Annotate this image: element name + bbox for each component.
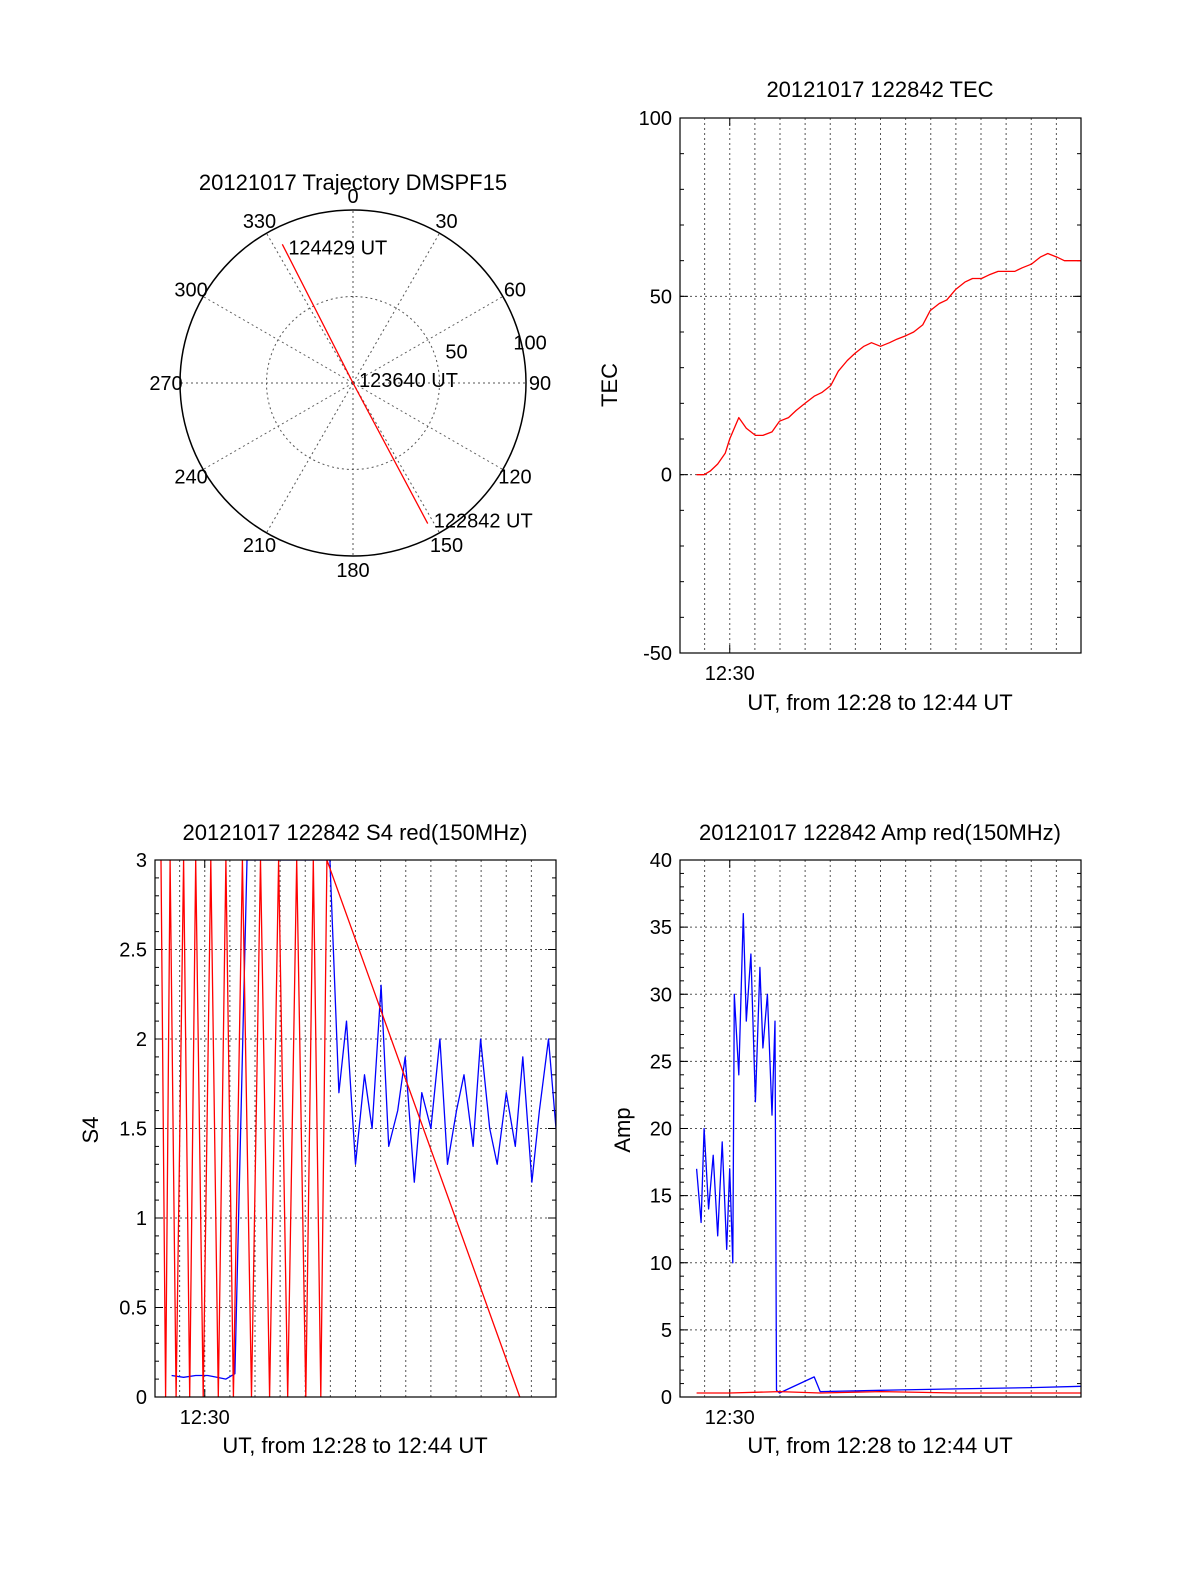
x-tick-label: 12:30: [180, 1407, 230, 1429]
polar-series: 124429 UT 123640 UT 122842 UT: [281, 237, 533, 533]
y-tick-label: 25: [650, 1051, 672, 1073]
series-line-1: [696, 1390, 1081, 1394]
polar-angle-tick-label: 120: [498, 467, 531, 489]
series-line-1: [160, 860, 521, 1397]
amp-plot-area: 0 5 10 15 20 25 30 35 40 12:30: [650, 850, 1082, 1429]
x-axis-label: UT, from 12:28 to 12:44 UT: [747, 690, 1012, 715]
plot-frame: [679, 117, 1082, 654]
chart-title: 20121017 Trajectory DMSPF15: [199, 170, 507, 195]
s4-plot-area: 0 0.5 1 1.5 2 2.5 3 12:30: [119, 850, 557, 1429]
y-tick-label: 3: [136, 850, 147, 872]
trajectory-line: [281, 243, 429, 524]
amp-chart: 20121017 122842 Amp red(150MHz) 0 5 10 15 20…: [610, 820, 1082, 1458]
tec-chart: 20121017 122842 TEC -50 0 50 100 12:30 UT, f…: [597, 77, 1082, 715]
polar-outer-circle: [179, 209, 527, 557]
y-tick-label: 30: [650, 984, 672, 1006]
y-tick-label: 2.5: [119, 940, 147, 962]
polar-angle-tick-label: 330: [243, 211, 276, 233]
y-tick-label: 1.5: [119, 1119, 147, 1141]
polar-angle-tick-label: 150: [430, 535, 463, 557]
y-tick-label: 35: [650, 917, 672, 939]
chart-title: 20121017 122842 S4 red(150MHz): [183, 820, 528, 845]
series-group: [695, 913, 1081, 1394]
series-line-0: [696, 252, 1081, 476]
y-axis-label: S4: [78, 1117, 103, 1144]
tec-plot-area: -50 0 50 100 12:30: [639, 108, 1082, 685]
y-tick-label: 0: [136, 1387, 147, 1409]
y-tick-label: -50: [643, 643, 672, 665]
y-tick-label: 40: [650, 850, 672, 872]
x-axis-label: UT, from 12:28 to 12:44 UT: [747, 1433, 1012, 1458]
y-tick-label: 0: [661, 465, 672, 487]
plot-frame: [154, 859, 557, 1398]
trajectory-point-label: 124429 UT: [288, 237, 387, 259]
polar-angle-tick-label: 30: [435, 211, 457, 233]
series-group: [696, 252, 1081, 476]
polar-spoke: [352, 382, 440, 534]
polar-spoke: [352, 232, 440, 384]
y-tick-label: 10: [650, 1253, 672, 1275]
y-axis-label: Amp: [610, 1107, 635, 1152]
y-tick-label: 50: [650, 286, 672, 308]
polar-angle-tick-label: 0: [347, 186, 358, 208]
polar-spoke: [266, 232, 354, 384]
series-group: [160, 860, 556, 1397]
plot-frame: [679, 859, 1082, 1398]
polar-radius-tick-label: 100: [513, 333, 546, 355]
polar-angle-tick-label: 60: [504, 280, 526, 302]
polar-trajectory-chart: 20121017 Trajectory DMSPF15 50 100 0 30 60 90…: [149, 170, 551, 582]
chart-title: 20121017 122842 Amp red(150MHz): [699, 820, 1061, 845]
x-tick-label: 12:30: [705, 663, 755, 685]
trajectory-point-label: 123640 UT: [359, 370, 458, 392]
y-tick-label: 0.5: [119, 1298, 147, 1320]
polar-radius-tick-label: 50: [445, 341, 467, 363]
polar-grid: [179, 209, 527, 557]
x-tick-label: 12:30: [705, 1407, 755, 1429]
polar-spoke: [352, 382, 504, 470]
polar-angle-tick-label: 90: [529, 373, 551, 395]
polar-spoke: [202, 296, 354, 384]
trajectory-point-label: 122842 UT: [434, 511, 533, 533]
y-tick-label: 15: [650, 1186, 672, 1208]
polar-angle-tick-label: 240: [174, 467, 207, 489]
y-axis-label: TEC: [597, 363, 622, 407]
y-tick-label: 0: [661, 1387, 672, 1409]
polar-angle-tick-label: 270: [149, 373, 182, 395]
y-tick-label: 100: [639, 108, 672, 130]
x-axis-label: UT, from 12:28 to 12:44 UT: [222, 1433, 487, 1458]
polar-tick-labels: 50 100 0 30 60 90 120 150 180 210 240 270 300 330: [149, 186, 551, 582]
polar-spoke: [352, 296, 504, 384]
s4-chart: 20121017 122842 S4 red(150MHz) 0 0.5 1 1.5 2…: [78, 820, 557, 1458]
series-line-0: [695, 913, 1081, 1394]
y-tick-label: 5: [661, 1320, 672, 1342]
series-line-0: [171, 860, 556, 1380]
polar-spoke: [202, 382, 354, 470]
y-tick-label: 2: [136, 1029, 147, 1051]
polar-angle-tick-label: 180: [336, 560, 369, 582]
polar-angle-tick-label: 210: [243, 535, 276, 557]
chart-title: 20121017 122842 TEC: [766, 77, 993, 102]
y-tick-label: 20: [650, 1119, 672, 1141]
y-tick-label: 1: [136, 1208, 147, 1230]
polar-spoke: [266, 382, 354, 534]
polar-angle-tick-label: 300: [174, 280, 207, 302]
